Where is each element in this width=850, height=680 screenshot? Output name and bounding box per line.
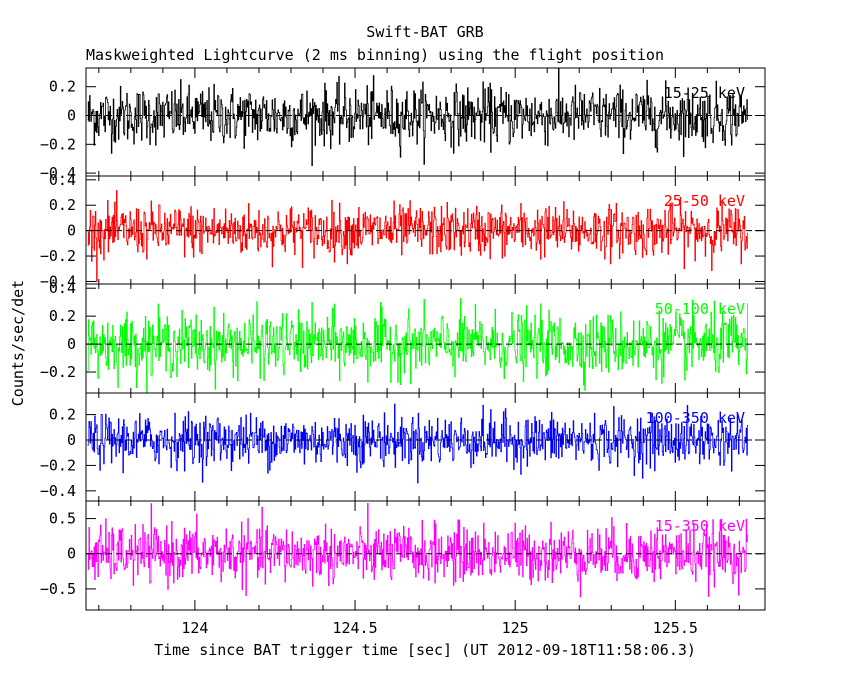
- band-label-15-25-kev: 15-25 keV: [664, 84, 745, 102]
- y-tick-label: 0: [67, 335, 76, 353]
- chart-subtitle: Maskweighted Lightcurve (2 ms binning) u…: [86, 46, 664, 64]
- y-tick-label: 0: [67, 107, 76, 125]
- y-tick-label: −0.5: [40, 580, 76, 598]
- panel-frame: [85, 500, 766, 611]
- y-tick-label: −0.2: [40, 247, 76, 265]
- y-tick-label: −0.2: [40, 363, 76, 381]
- x-axis: 124 124.5 125 125.5: [181, 619, 698, 637]
- y-tick-label: 0.2: [49, 78, 76, 96]
- y-tick-label: 0: [67, 222, 76, 240]
- y-tick-label: −0.2: [40, 456, 76, 474]
- y-tick-label: −0.2: [40, 135, 76, 153]
- y-tick-label: 0.2: [49, 406, 76, 424]
- panel-100-350-kev: 100-350 keV 0.2 0 −0.2 −0.4: [40, 392, 766, 502]
- x-tick-label: 125: [502, 619, 529, 637]
- y-tick-label: 0.2: [49, 307, 76, 325]
- chart-title: Swift-BAT GRB: [366, 23, 483, 41]
- y-tick-label: −0.4: [40, 272, 76, 290]
- y-tick-label: 0.4: [49, 279, 76, 297]
- x-tick-label: 124: [181, 619, 208, 637]
- series-line-25-50-kev: [87, 190, 749, 283]
- y-tick-label: 0.2: [49, 196, 76, 214]
- y-tick-label: 0.5: [49, 510, 76, 528]
- band-label-15-350-kev: 15-350 keV: [655, 517, 745, 535]
- y-tick-label: −0.4: [40, 482, 76, 500]
- panel-50-100-kev: 50-100 keV 0.4 0.2 0 −0.2: [40, 279, 766, 394]
- x-tick-label: 125.5: [653, 619, 698, 637]
- y-tick-label: −0.4: [40, 164, 76, 182]
- series-line-50-100-kev: [87, 298, 749, 393]
- series-line-15-25-kev: [87, 68, 749, 167]
- band-label-50-100-kev: 50-100 keV: [655, 300, 745, 318]
- x-tick-label: 124.5: [332, 619, 377, 637]
- y-tick-label: 0: [67, 545, 76, 563]
- band-label-25-50-kev: 25-50 keV: [664, 192, 745, 210]
- series-line-15-350-kev: [87, 502, 749, 598]
- x-axis-label: Time since BAT trigger time [sec] (UT 20…: [154, 641, 696, 659]
- band-label-100-350-kev: 100-350 keV: [646, 409, 745, 427]
- panels-layer: 15-25 keV 0.2 0 −0.2 −0.4 25-50 keV 0.4 0.2 0 −0.…: [40, 67, 766, 611]
- y-tick-label: 0: [67, 431, 76, 449]
- panel-25-50-kev: 25-50 keV 0.4 0.2 0 −0.2 −0.4: [40, 171, 766, 290]
- panel-15-350-kev: 15-350 keV 0.5 0 −0.5: [40, 500, 766, 611]
- y-axis-label: Counts/sec/det: [9, 280, 27, 406]
- panel-15-25-kev: 15-25 keV 0.2 0 −0.2 −0.4: [40, 67, 766, 182]
- y-tick-label: 0.4: [49, 171, 76, 189]
